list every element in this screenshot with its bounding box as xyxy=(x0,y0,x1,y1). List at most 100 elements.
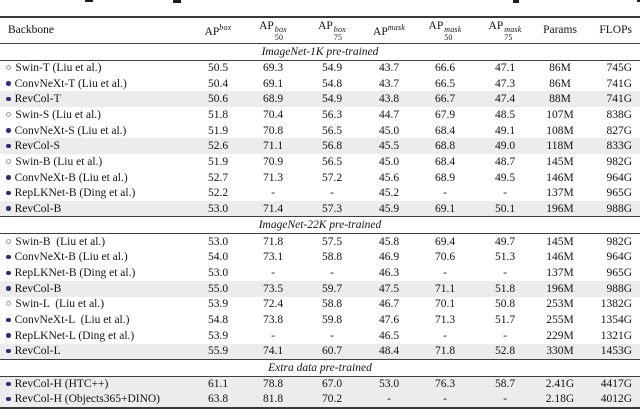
backbone-cell: Swin-L (Liu et al.) xyxy=(0,297,192,313)
backbone-name: ConvNeXt-S (Liu et al.) xyxy=(14,124,127,137)
cell-ap_mask: 43.7 xyxy=(378,62,400,75)
cell-ap_box_75: 59.7 xyxy=(321,282,343,295)
cell-ap_box_75: 57.3 xyxy=(321,202,343,215)
section-title: Extra data pre-trained xyxy=(0,358,640,377)
sup-script: mask xyxy=(387,22,405,32)
cell-ap_box: 52.6 xyxy=(207,140,229,153)
cell-flops: 964G xyxy=(606,251,632,264)
backbone-cell: RepLKNet-L (Ding et al.) xyxy=(0,328,192,344)
cell-flops: 988G xyxy=(606,202,632,215)
backbone-cell: RevCol-B xyxy=(0,201,192,217)
cell-ap_mask: 45.0 xyxy=(378,124,400,137)
cell-ap_mask_75: 48.7 xyxy=(494,155,516,168)
cell-ap_box_50: 70.8 xyxy=(262,124,284,137)
section-title: ImageNet-1K pre-trained xyxy=(0,42,640,61)
filled-circle-icon xyxy=(6,128,11,133)
table-row: RevCol-T 50.6 68.9 54.9 43.8 66.7 47.4 88M 741G xyxy=(0,91,640,108)
cell-ap_box_75: 56.5 xyxy=(321,155,343,168)
cell-ap_box_75: - xyxy=(330,329,334,342)
cell-ap_mask_75: 48.5 xyxy=(494,108,516,121)
col-header-backbone: Backbone xyxy=(0,17,192,43)
results-table-body: ImageNet-1K pre-trained Swin-T (Liu et al… xyxy=(0,42,640,408)
cell-ap_mask_50: 66.7 xyxy=(434,93,456,106)
cell-ap_mask: 53.0 xyxy=(378,378,400,391)
cell-ap_box_50: - xyxy=(271,329,275,342)
backbone-name: RevCol-L xyxy=(14,345,61,358)
cell-ap_mask_50: 69.4 xyxy=(434,235,456,248)
supsub-script: mask 50 xyxy=(444,25,462,42)
backbone-cell: Swin-B (Liu et al.) xyxy=(0,154,192,170)
backbone-cell: RevCol-S xyxy=(0,138,192,154)
cell-ap_mask_75: 49.0 xyxy=(494,140,516,153)
cell-flops: 1321G xyxy=(600,329,632,342)
cell-ap_box_50: 69.1 xyxy=(262,77,284,90)
table-row: ConvNeXt-B (Liu et al.) 54.0 73.1 58.8 46.9 7… xyxy=(0,250,640,266)
backbone-cell: RevCol-H (HTC++) xyxy=(0,376,192,392)
cell-ap_mask_50: 71.1 xyxy=(434,282,456,295)
cell-ap_mask_75: 49.5 xyxy=(494,171,516,184)
backbone-cell: Swin-T (Liu et al.) xyxy=(0,60,192,76)
cell-ap_mask_50: 67.9 xyxy=(434,108,456,121)
cell-ap_mask: 45.2 xyxy=(378,187,400,200)
table-row: RevCol-L 55.9 74.1 60.7 48.4 71.8 52.8 330M 1453… xyxy=(0,343,640,360)
cell-ap_mask: 43.7 xyxy=(378,77,400,90)
cell-ap_mask_50: 66.5 xyxy=(434,77,456,90)
section-header-row: Extra data pre-trained xyxy=(0,358,640,377)
cell-ap_box_50: 72.4 xyxy=(262,298,284,311)
backbone-cell: ConvNeXt-S (Liu et al.) xyxy=(0,123,192,139)
table-row: Swin-B (Liu et al.) 51.9 70.9 56.5 45.0 68.4 4… xyxy=(0,154,640,170)
filled-circle-icon xyxy=(6,381,11,387)
col-header-params: Params xyxy=(536,17,584,43)
cell-ap_mask: 45.6 xyxy=(378,171,400,184)
backbone-name: Swin-T (Liu et al.) xyxy=(15,62,102,75)
backbone-name: Swin-B (Liu et al.) xyxy=(15,235,106,248)
table-row: RevCol-H (HTC++) 61.1 78.8 67.0 53.0 76.3 58.7… xyxy=(0,376,640,393)
col-header-label: Backbone xyxy=(8,24,54,37)
backbone-cell: RepLKNet-B (Ding et al.) xyxy=(0,186,192,202)
table-row: RevCol-H (Objects365+DINO) 63.8 81.8 70.2 - -… xyxy=(0,392,640,408)
cell-ap_box_75: 56.8 xyxy=(321,140,343,153)
cell-flops: 965G xyxy=(606,267,632,280)
cell-ap_box_75: 56.3 xyxy=(321,108,343,121)
backbone-name: RevCol-B xyxy=(14,202,62,215)
cell-ap_box_50: 70.4 xyxy=(262,108,284,121)
table-row: RevCol-B 53.0 71.4 57.3 45.9 69.1 50.1 196M 988G xyxy=(0,201,640,217)
cell-ap_mask_75: 52.8 xyxy=(494,345,516,358)
table-row: RepLKNet-B (Ding et al.) 52.2 - - 45.2 - - 137M… xyxy=(0,186,640,202)
table-row: ConvNeXt-T (Liu et al.) 50.4 69.1 54.8 43.7 6… xyxy=(0,76,640,92)
open-circle-icon xyxy=(6,64,12,71)
cell-ap_box_75: 70.2 xyxy=(321,393,343,406)
cell-flops: 1354G xyxy=(600,314,632,327)
backbone-name: RevCol-T xyxy=(14,93,61,106)
cell-params: 146M xyxy=(546,251,574,264)
cell-ap_mask: 43.8 xyxy=(378,93,400,106)
cell-ap_box: 51.9 xyxy=(207,155,229,168)
cell-ap_box: 53.0 xyxy=(207,267,229,280)
open-circle-icon xyxy=(6,111,12,117)
filled-circle-icon xyxy=(6,286,11,291)
backbone-name: ConvNeXt-B (Liu et al.) xyxy=(14,171,128,184)
cell-params: 196M xyxy=(546,282,574,295)
col-header-label: AP xyxy=(488,19,504,32)
cell-ap_box_75: 57.2 xyxy=(321,171,343,184)
cell-ap_box_50: 71.3 xyxy=(262,171,284,184)
caption-remnant-mark xyxy=(513,0,519,3)
cell-params: 86M xyxy=(549,77,571,90)
section-header-row: ImageNet-22K pre-trained xyxy=(0,216,640,235)
table-row: ConvNeXt-B (Liu et al.) 52.7 71.3 57.2 45.6 6… xyxy=(0,170,640,186)
cell-params: 146M xyxy=(546,171,574,184)
filled-circle-icon xyxy=(6,333,11,338)
cell-ap_box: 53.0 xyxy=(207,235,229,248)
backbone-cell: ConvNeXt-B (Liu et al.) xyxy=(0,250,192,266)
cell-ap_box_50: 78.8 xyxy=(262,378,284,391)
filled-circle-icon xyxy=(6,396,11,402)
cell-ap_box: 51.8 xyxy=(207,108,229,121)
cell-ap_box: 55.0 xyxy=(207,282,229,295)
col-header-label: AP xyxy=(259,19,274,32)
cell-ap_mask_75: - xyxy=(503,267,507,280)
backbone-name: ConvNeXt-T (Liu et al.) xyxy=(14,77,127,90)
cell-ap_mask_75: 47.3 xyxy=(494,77,516,90)
filled-circle-icon xyxy=(6,190,11,196)
col-header-ap_box_75: AP box 75 xyxy=(302,17,362,43)
cell-params: 330M xyxy=(546,345,574,358)
